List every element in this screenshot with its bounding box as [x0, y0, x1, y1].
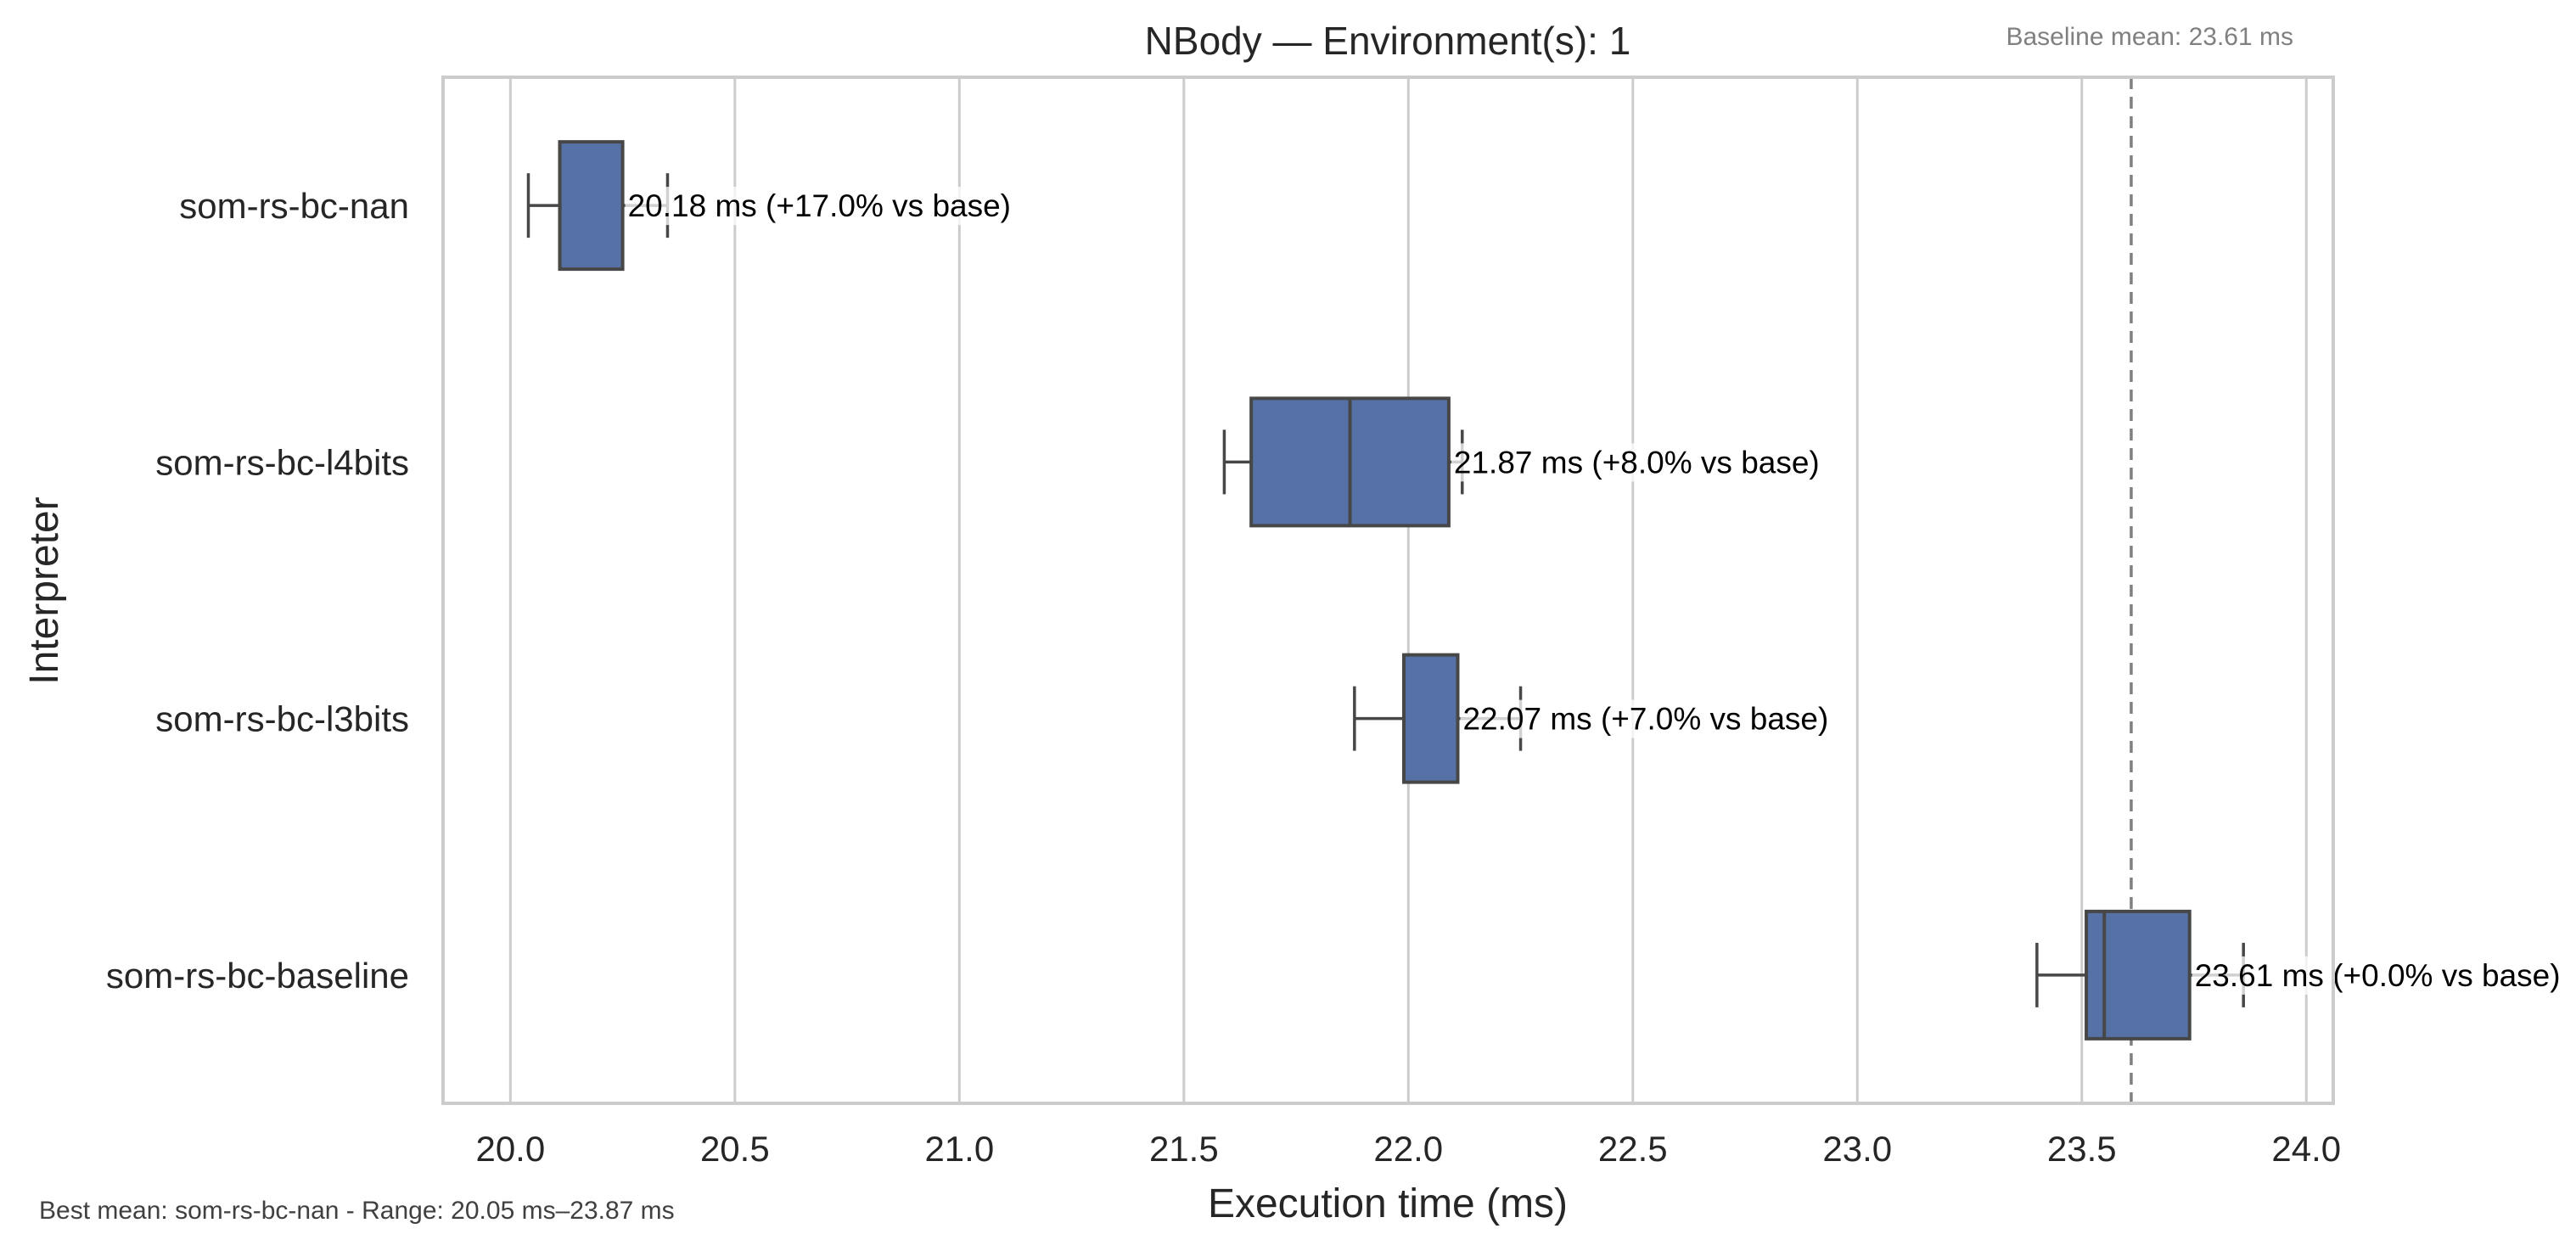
- x-tick-label: 22.5: [1598, 1129, 1668, 1169]
- box-plot-som-rs-bc-baseline: [2035, 909, 2245, 1041]
- y-axis-label: Interpreter: [22, 496, 67, 684]
- box-annotation-background: [625, 187, 1014, 226]
- y-tick-label: som-rs-bc-l3bits: [155, 699, 409, 739]
- grid-lines: [508, 77, 2308, 1103]
- x-tick-label: 21.5: [1149, 1129, 1219, 1169]
- y-tick-label: som-rs-bc-baseline: [106, 956, 409, 996]
- baseline-label: Baseline mean: 23.61 ms: [2006, 23, 2293, 51]
- box-plot-som-rs-bc-l4bits: [1222, 396, 1464, 528]
- iqr-box: [558, 140, 625, 272]
- box-annotation: 21.87 ms (+8.0% vs base): [1454, 445, 1820, 480]
- box-plot-som-rs-bc-nan: [526, 140, 670, 272]
- box-annotation-background: [2192, 956, 2563, 995]
- boxes: [526, 140, 2245, 1041]
- box-annotation: 20.18 ms (+17.0% vs base): [628, 188, 1011, 223]
- x-tick-labels: 20.0 20.5 21.0 21.5 22.0 22.5 23.0 23.5 24.0: [475, 1129, 2341, 1169]
- footer-note: Best mean: som-rs-bc-nan - Range: 20.05 …: [39, 1197, 675, 1225]
- box-annotation-background: [1451, 443, 1822, 482]
- x-tick-label: 21.0: [924, 1129, 994, 1169]
- y-tick-label: som-rs-bc-nan: [179, 186, 409, 226]
- box-annotation: 23.61 ms (+0.0% vs base): [2195, 958, 2561, 993]
- annotations: 20.18 ms (+17.0% vs base) 21.87 ms (+8.0%…: [625, 187, 2563, 995]
- y-tick-label: som-rs-bc-l4bits: [155, 442, 409, 482]
- box-annotation-background: [1460, 699, 1832, 738]
- plot-frame: [441, 76, 2335, 1105]
- iqr-box: [1402, 653, 1460, 784]
- x-tick-label: 20.0: [475, 1129, 545, 1169]
- box-annotation: 22.07 ms (+7.0% vs base): [1462, 702, 1828, 737]
- x-tick-label: 24.0: [2271, 1129, 2341, 1169]
- x-tick-label: 22.0: [1373, 1129, 1443, 1169]
- x-axis-label: Execution time (ms): [1208, 1181, 1568, 1226]
- box-plot-som-rs-bc-l3bits: [1353, 653, 1523, 784]
- iqr-box: [2085, 909, 2192, 1041]
- x-tick-label: 23.5: [2047, 1129, 2117, 1169]
- x-tick-label: 23.0: [1822, 1129, 1892, 1169]
- y-tick-labels: som-rs-bc-nan som-rs-bc-l4bits som-rs-bc-l…: [106, 186, 409, 996]
- x-tick-label: 20.5: [700, 1129, 770, 1169]
- chart-title: NBody — Environment(s): 1: [1145, 19, 1631, 63]
